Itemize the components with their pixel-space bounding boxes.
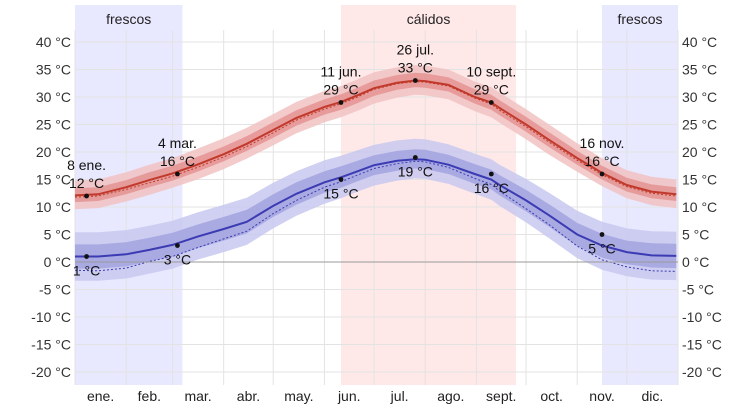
month-label-3: abr. (237, 388, 260, 404)
month-label-1: feb. (138, 388, 161, 404)
y-tick-right-6: 10 °C (682, 199, 717, 215)
annotation-date-0: 8 ene. (67, 157, 106, 173)
month-label-10: nov. (589, 388, 614, 404)
series-1-outer-band (75, 138, 677, 281)
y-tick-left-0: 40 °C (36, 34, 71, 50)
y-tick-right-2: 30 °C (682, 89, 717, 105)
y-tick-left-12: -20 °C (31, 364, 71, 380)
season-labels: frescos cálidos frescos (106, 11, 662, 27)
y-tick-left-3: 25 °C (36, 117, 71, 133)
annotation-point-4 (488, 100, 494, 105)
month-label-5: jun. (337, 388, 361, 404)
series-1-average-line (75, 158, 677, 258)
y-tick-right-11: -15 °C (682, 337, 722, 353)
annotation-point-9 (412, 155, 418, 160)
percentile-bands (75, 65, 677, 281)
annotation-value-10: 16 °C (474, 180, 509, 196)
annotation-point-1 (175, 171, 180, 177)
season-label-0: frescos (106, 11, 151, 27)
month-label-7: ago. (437, 388, 464, 404)
y-tick-right-10: -10 °C (682, 309, 722, 325)
y-tick-right-0: 40 °C (682, 34, 717, 50)
annotation-value-0: 12 °C (69, 175, 104, 191)
series-1-inner-band (75, 149, 677, 269)
annotation-value-9: 19 °C (398, 164, 433, 180)
annotation-value-4: 29 °C (474, 82, 509, 98)
y-tick-left-5: 15 °C (36, 172, 71, 188)
x-axis-months: ene. feb. mar. abr. may. jun. jul. ago. sept. oct… (87, 388, 663, 404)
annotation-date-1: 4 mar. (158, 135, 197, 151)
annotation-point-8 (338, 177, 344, 182)
y-tick-left-6: 10 °C (36, 199, 71, 215)
y-tick-right-9: -5 °C (682, 282, 714, 298)
annotation-date-3: 26 jul. (397, 42, 434, 58)
annotation-point-3 (412, 78, 418, 83)
month-label-11: dic. (641, 388, 663, 404)
annotation-value-3: 33 °C (398, 60, 433, 76)
y-axis-right: 40 °C 35 °C 30 °C 25 °C 20 °C 15 °C 10 °C 5 °C 0… (682, 34, 722, 380)
annotation-point-10 (488, 171, 494, 177)
month-label-6: jul. (390, 388, 409, 404)
series-lines (74, 79, 677, 272)
y-tick-left-9: -5 °C (39, 282, 71, 298)
series-1-perceived-line (74, 160, 677, 272)
y-tick-left-10: -10 °C (31, 309, 71, 325)
season-highlights (75, 5, 678, 385)
y-tick-right-3: 25 °C (682, 117, 717, 133)
y-tick-left-4: 20 °C (36, 144, 71, 160)
annotation-date-4: 10 sept. (466, 64, 516, 80)
annotation-date-2: 11 jun. (320, 64, 361, 80)
season-label-2: frescos (617, 11, 662, 27)
annotation-date-5: 16 nov. (580, 135, 625, 151)
annotation-point-2 (338, 100, 344, 105)
y-tick-left-2: 30 °C (36, 89, 71, 105)
y-tick-left-8: 0 °C (44, 254, 71, 270)
y-tick-right-1: 35 °C (682, 62, 717, 78)
annotation-point-11 (599, 232, 605, 237)
month-label-4: may. (284, 388, 313, 404)
series-0-inner-band (75, 72, 677, 203)
month-label-2: mar. (184, 388, 211, 404)
season-label-1: cálidos (407, 11, 451, 27)
y-axis-left: 40 °C 35 °C 30 °C 25 °C 20 °C 15 °C 10 °C 5 °C 0… (31, 34, 71, 380)
series-0-average-line (74, 79, 677, 197)
annotation-labels: 8 ene. 12 °C 4 mar. 16 °C 11 jun. 29 °C 26 jul… (67, 42, 624, 279)
series-0-perceived-line (74, 81, 677, 198)
annotation-point-0 (84, 193, 89, 199)
annotation-point-5 (599, 171, 605, 177)
y-tick-right-7: 5 °C (682, 227, 709, 243)
y-tick-right-5: 15 °C (682, 172, 717, 188)
month-label-8: sept. (486, 388, 516, 404)
annotation-value-6: 1 °C (73, 263, 100, 279)
month-label-9: oct. (540, 388, 563, 404)
month-label-0: ene. (87, 388, 114, 404)
annotation-value-5: 16 °C (584, 153, 619, 169)
y-tick-left-11: -15 °C (31, 337, 71, 353)
annotation-value-1: 16 °C (160, 153, 195, 169)
annotation-value-7: 3 °C (164, 252, 191, 268)
y-tick-right-8: 0 °C (682, 254, 709, 270)
annotation-value-8: 15 °C (323, 186, 358, 202)
annotation-point-7 (175, 243, 180, 248)
y-tick-right-4: 20 °C (682, 144, 717, 160)
annotation-value-11: 5 °C (588, 241, 615, 257)
annotation-point-6 (84, 254, 89, 259)
annotation-value-2: 29 °C (323, 82, 358, 98)
y-tick-left-7: 5 °C (44, 227, 71, 243)
y-tick-right-12: -20 °C (682, 364, 722, 380)
annotation-points (84, 78, 605, 259)
y-tick-left-1: 35 °C (36, 62, 71, 78)
